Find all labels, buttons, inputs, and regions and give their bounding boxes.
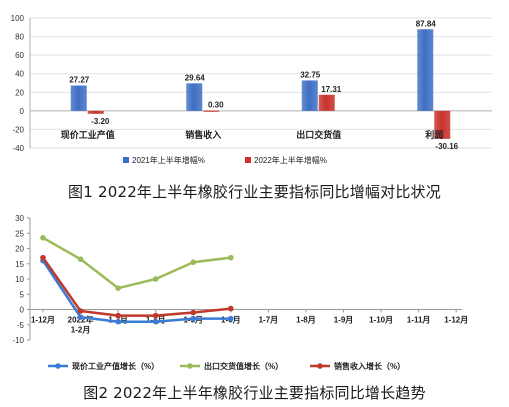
y-tick-label: -20 bbox=[12, 125, 24, 134]
series-point bbox=[115, 312, 121, 319]
y-tick-label: -40 bbox=[12, 144, 24, 153]
category-label: 现价工业产值 bbox=[61, 129, 115, 140]
bar-value-label: 27.27 bbox=[69, 76, 90, 85]
bar-chart-caption: 图1 2022年上半年橡胶行业主要指标同比增幅对比状况 bbox=[68, 183, 441, 201]
bar-2022 bbox=[318, 94, 335, 111]
legend-label: 现价工业产值增长（%） bbox=[72, 361, 159, 371]
category-label: 销售收入 bbox=[185, 129, 221, 140]
series-point bbox=[152, 318, 159, 325]
line-chart-series bbox=[40, 235, 234, 325]
line-chart-legend: 现价工业产值增长（%） 出口交货值增长（%） 销售收入增长（%） bbox=[48, 361, 405, 371]
series-point bbox=[40, 235, 46, 241]
y-tick-label: 80 bbox=[15, 33, 24, 42]
y-tick-label: 5 bbox=[20, 290, 25, 299]
series-point bbox=[40, 254, 46, 261]
legend-label: 2021年上半年增幅% bbox=[132, 155, 205, 165]
bar-chart: 100 80 60 40 20 0 -20 -40 27.27 -3.20 29.64 0.30 32… bbox=[11, 14, 492, 165]
bar-value-label: 17.31 bbox=[321, 85, 342, 94]
x-tick-label: 1-7月 bbox=[259, 316, 279, 325]
y-tick-label: 60 bbox=[15, 51, 24, 60]
series-point bbox=[190, 259, 197, 266]
series-point bbox=[190, 315, 197, 322]
series-point bbox=[77, 314, 84, 320]
bar-value-label: 87.84 bbox=[416, 19, 437, 28]
series-point bbox=[152, 276, 159, 282]
category-label: 利润 bbox=[424, 129, 443, 140]
bar-chart-category-labels: 现价工业产值 销售收入 出口交货值 利润 bbox=[61, 129, 444, 140]
legend-label: 出口交货值增长（%） bbox=[204, 361, 283, 371]
bar-value-label: 0.30 bbox=[208, 101, 224, 110]
bar-chart-gridlines bbox=[29, 17, 492, 149]
series-point bbox=[190, 309, 197, 316]
bar-2022 bbox=[434, 110, 451, 139]
x-tick-label: 1-12月 bbox=[444, 316, 468, 325]
y-tick-label: 10 bbox=[15, 275, 24, 284]
bar-value-label: -30.16 bbox=[435, 142, 458, 151]
y-tick-label: 40 bbox=[15, 70, 24, 79]
legend-swatch bbox=[245, 157, 251, 163]
bar-2022 bbox=[203, 110, 220, 112]
y-tick-label: 15 bbox=[15, 260, 24, 269]
bar-chart-legend: 2021年上半年增幅% 2022年上半年增幅% bbox=[123, 155, 327, 165]
y-tick-label: 100 bbox=[11, 14, 25, 23]
bar-2021 bbox=[417, 29, 434, 111]
y-tick-label: 30 bbox=[15, 214, 24, 223]
series-point bbox=[115, 318, 121, 325]
x-tick-label: 1-8月 bbox=[296, 316, 316, 325]
legend-label: 销售收入增长（%） bbox=[334, 361, 405, 371]
series-point bbox=[228, 254, 234, 261]
series-line bbox=[41, 256, 231, 317]
category-label: 出口交货值 bbox=[296, 129, 341, 140]
y-tick-label: 20 bbox=[15, 88, 24, 97]
y-tick-label: 20 bbox=[15, 245, 24, 254]
series-line bbox=[41, 260, 231, 323]
bar-2021 bbox=[301, 80, 318, 111]
line-chart-caption: 图2 2022年上半年橡胶行业主要指标同比增长趋势 bbox=[83, 384, 426, 402]
bar-2021 bbox=[70, 85, 87, 111]
legend-label: 2022年上半年增幅% bbox=[254, 155, 327, 165]
series-point bbox=[77, 308, 84, 314]
bar-value-label: -3.20 bbox=[91, 117, 110, 126]
bar-2022 bbox=[87, 110, 104, 114]
x-tick-label: 1-12月 bbox=[31, 316, 55, 325]
series-line bbox=[42, 236, 231, 290]
y-tick-label: -10 bbox=[12, 336, 24, 345]
x-tick-label: 1-11月 bbox=[407, 316, 431, 325]
legend-swatch bbox=[123, 157, 129, 163]
bar-value-label: 29.64 bbox=[185, 73, 206, 82]
x-tick-label: 1-10月 bbox=[369, 316, 393, 325]
bar-chart-bars bbox=[70, 29, 451, 139]
series-point bbox=[115, 285, 121, 291]
legend-marker bbox=[317, 363, 323, 369]
legend-marker bbox=[187, 363, 193, 369]
bar-2021 bbox=[186, 83, 203, 111]
x-tick-label: 1-9月 bbox=[334, 316, 354, 325]
y-tick-label: -5 bbox=[17, 321, 25, 330]
line-chart-y-ticks: 30 25 20 15 10 5 0 -5 -10 bbox=[12, 214, 24, 345]
y-tick-label: 0 bbox=[20, 306, 25, 315]
legend-marker bbox=[55, 363, 61, 369]
bar-value-label: 32.75 bbox=[300, 70, 321, 79]
bar-chart-y-ticks: 100 80 60 40 20 0 -20 -40 bbox=[11, 14, 25, 153]
y-tick-label: 0 bbox=[20, 107, 25, 116]
line-chart-gridlines bbox=[27, 217, 462, 341]
series-point bbox=[77, 256, 84, 262]
series-point bbox=[152, 312, 159, 319]
series-point bbox=[228, 305, 234, 312]
series-point bbox=[228, 315, 234, 322]
y-tick-label: 25 bbox=[15, 229, 24, 238]
